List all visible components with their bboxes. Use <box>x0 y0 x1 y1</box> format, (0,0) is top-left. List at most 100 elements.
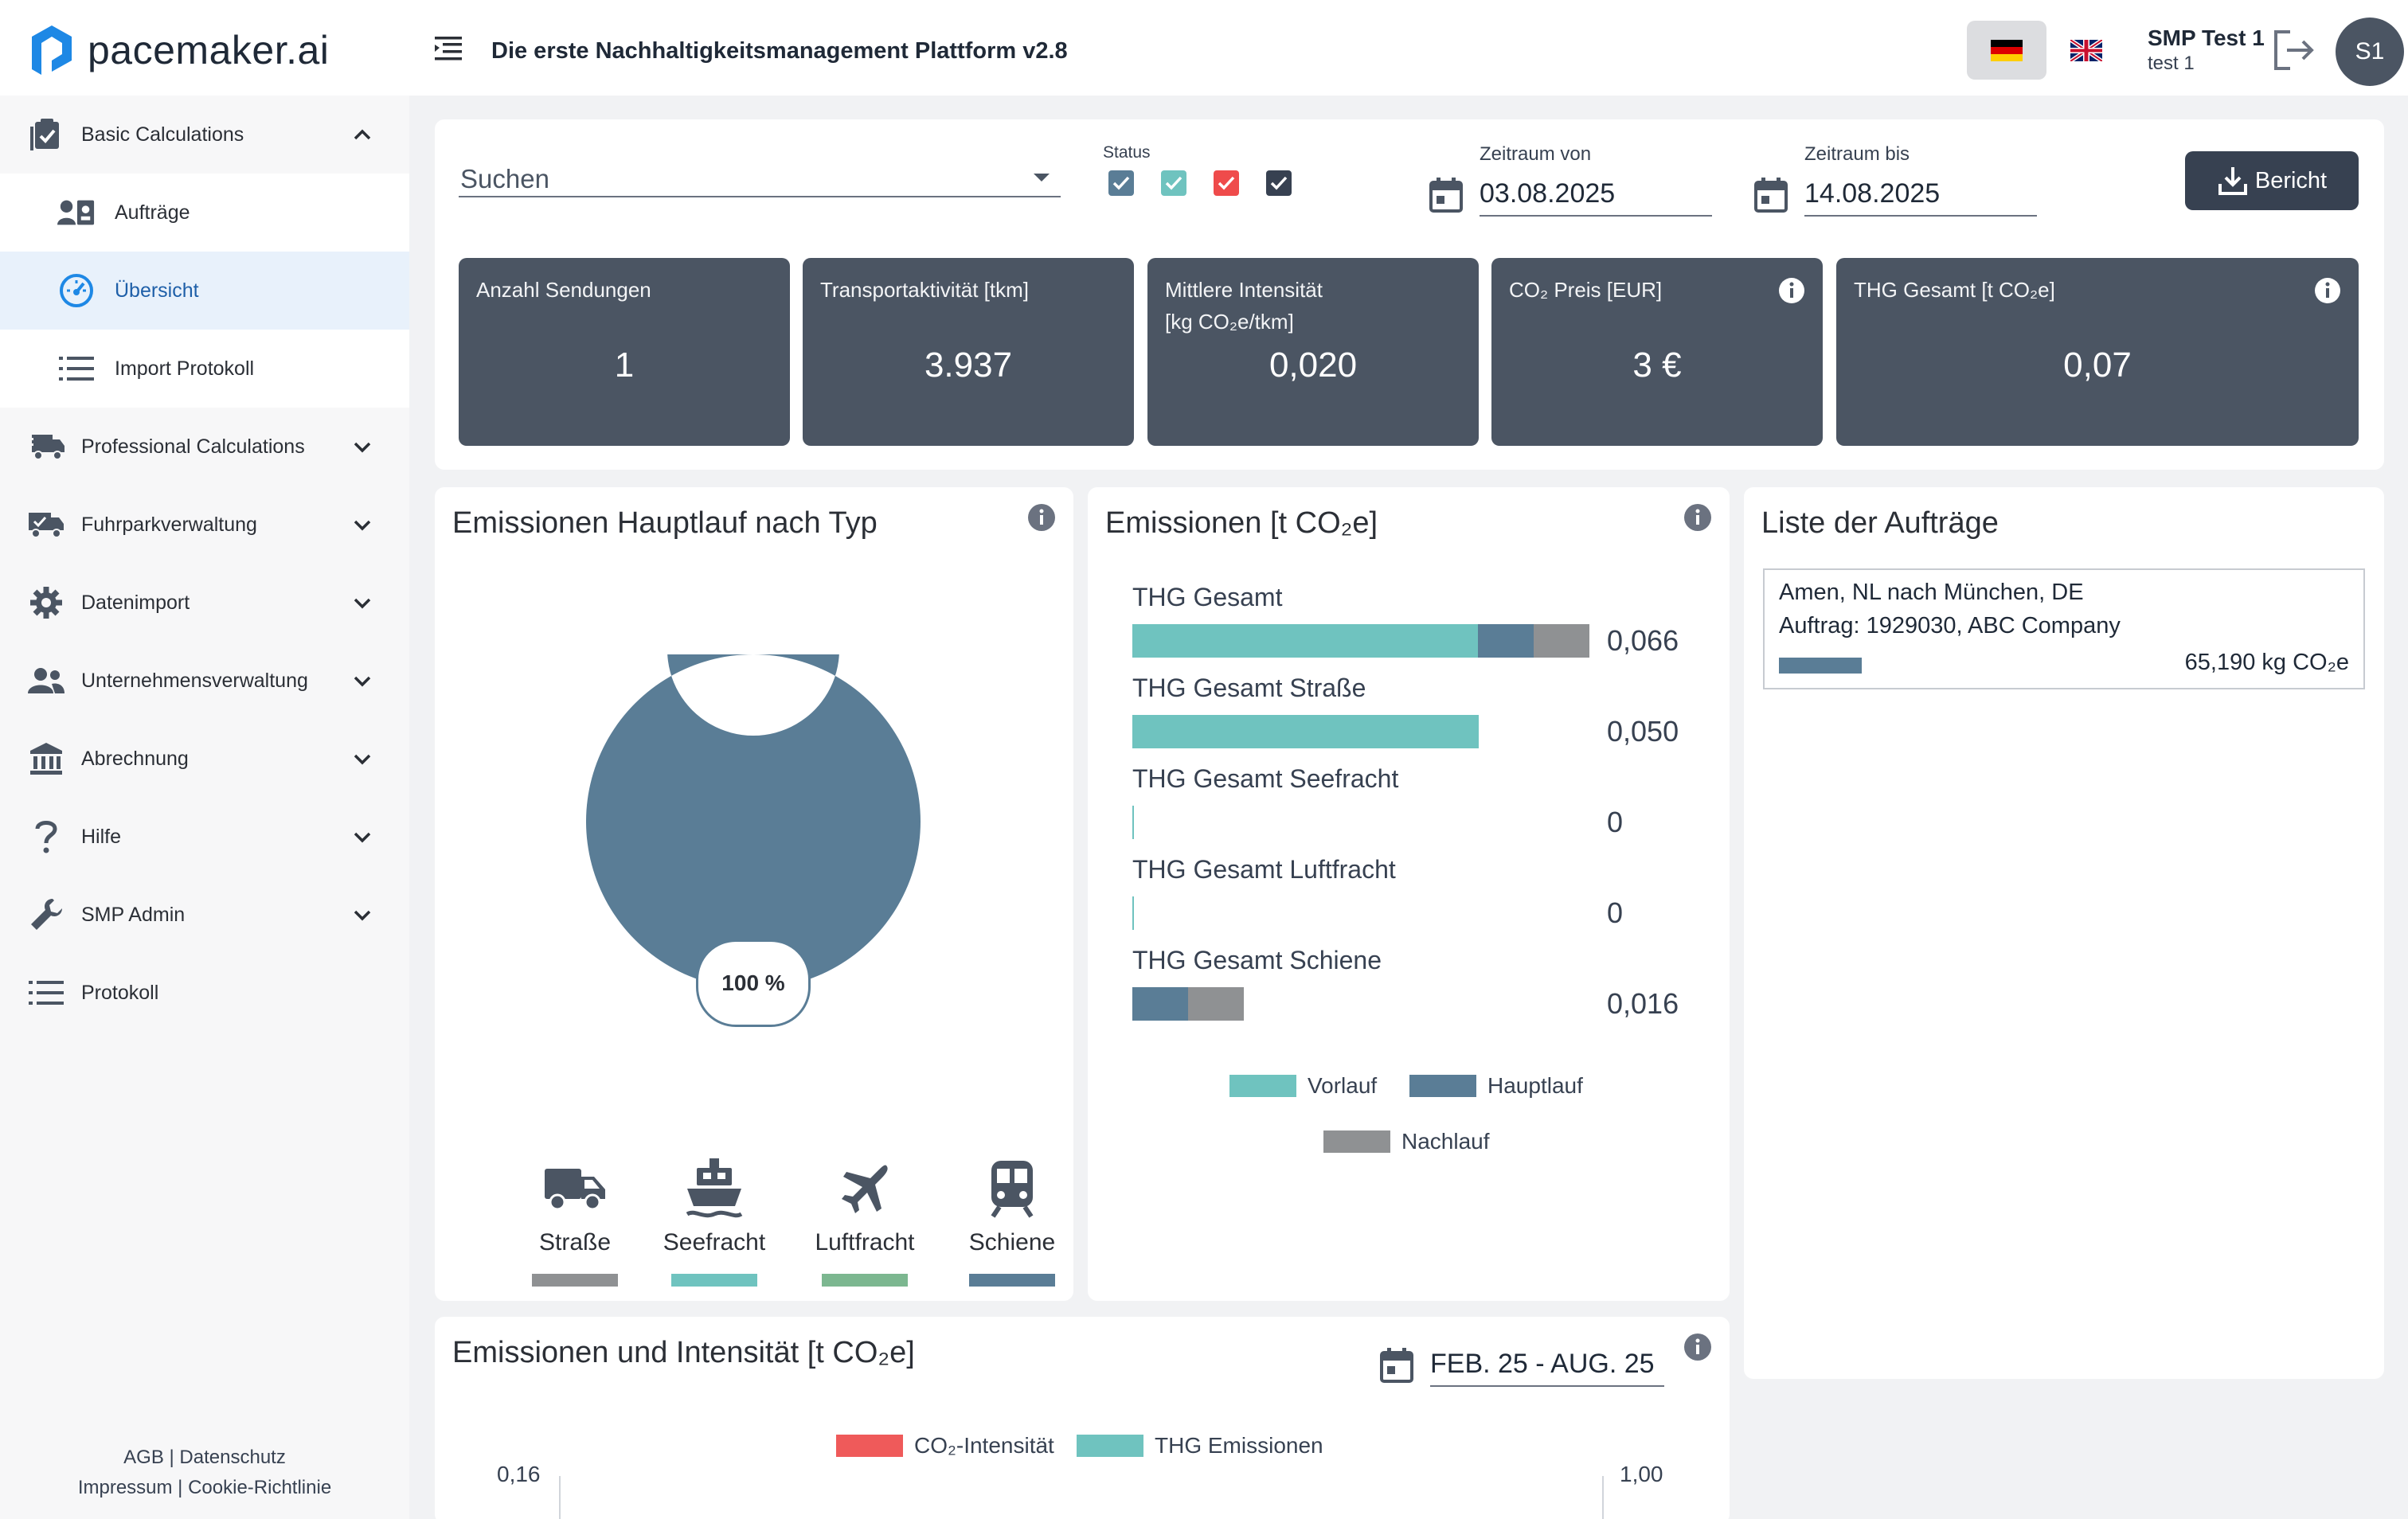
legend-vorlauf[interactable]: Vorlauf <box>1229 1073 1377 1099</box>
menu-toggle-icon[interactable] <box>435 35 465 62</box>
donut-slice-schiene[interactable] <box>586 654 921 989</box>
bar-track <box>1132 987 1589 1021</box>
chevron-down-icon[interactable] <box>350 435 374 459</box>
bar-segment-nachlauf[interactable] <box>1188 987 1244 1021</box>
sidebar-item-label: Unternehmensverwaltung <box>81 669 308 692</box>
date-range-picker[interactable]: FEB. 25 - AUG. 25 <box>1379 1341 1664 1388</box>
date-range-value[interactable]: FEB. 25 - AUG. 25 <box>1430 1341 1664 1387</box>
sidebar-item-label: Import Protokoll <box>115 357 255 380</box>
status-checkbox-dark[interactable] <box>1266 170 1292 196</box>
donut-percent-badge: 100 % <box>696 939 811 1027</box>
bar-segment-hauptlauf[interactable] <box>1132 987 1188 1021</box>
info-icon[interactable] <box>1683 503 1712 532</box>
uk-flag-icon <box>2070 39 2102 61</box>
language-de-button[interactable] <box>1967 21 2046 80</box>
legend-co2-intensitaet[interactable]: CO₂-Intensität <box>836 1433 1054 1458</box>
list-icon <box>57 349 96 388</box>
chevron-down-icon[interactable] <box>350 669 374 693</box>
sidebar-item-smp-admin[interactable]: SMP Admin <box>0 876 409 954</box>
bar-segment-vorlauf[interactable] <box>1132 624 1479 658</box>
sidebar-item-uebersicht[interactable]: Übersicht <box>0 252 409 330</box>
datenschutz-link[interactable]: Datenschutz <box>179 1447 286 1468</box>
y-axis-left <box>559 1476 561 1519</box>
search-input[interactable]: Suchen <box>459 158 1061 197</box>
sidebar-item-protokoll[interactable]: Protokoll <box>0 954 409 1032</box>
card-title: Emissionen und Intensität [t CO₂e] <box>452 1336 915 1369</box>
order-emission-bar <box>1779 658 1862 674</box>
legend-swatch <box>1229 1075 1296 1097</box>
chevron-down-icon[interactable] <box>350 513 374 537</box>
sidebar-item-unternehmensverwaltung[interactable]: Unternehmensverwaltung <box>0 642 409 720</box>
mode-label: Schiene <box>968 1229 1056 1255</box>
sidebar-item-import-protokoll[interactable]: Import Protokoll <box>0 330 409 408</box>
sidebar-item-professional-calculations[interactable]: Professional Calculations <box>0 408 409 486</box>
bar-segment-hauptlauf[interactable] <box>1478 624 1534 658</box>
info-icon[interactable] <box>1683 1333 1712 1361</box>
legend-hauptlauf[interactable]: Hauptlauf <box>1409 1073 1583 1099</box>
calendar-icon[interactable] <box>1753 177 1788 213</box>
y-axis-left-tick: 0,16 <box>497 1462 541 1486</box>
calendar-icon[interactable] <box>1429 177 1464 213</box>
mode-schiene[interactable]: Schiene <box>944 1153 1080 1287</box>
sidebar-item-basic-calculations[interactable]: Basic Calculations <box>0 96 409 174</box>
caret-down-icon[interactable] <box>1034 174 1050 182</box>
agb-link[interactable]: AGB <box>123 1447 164 1468</box>
chevron-down-icon[interactable] <box>350 825 374 849</box>
bank-icon <box>27 740 65 778</box>
chevron-down-icon[interactable] <box>350 591 374 615</box>
legend-swatch <box>1077 1435 1143 1457</box>
sidebar-item-auftraege[interactable]: Aufträge <box>0 174 409 252</box>
sidebar-item-label: Hilfe <box>81 825 122 848</box>
date-to-label: Zeitraum bis <box>1804 143 1910 165</box>
sidebar-item-fuhrparkverwaltung[interactable]: Fuhrparkverwaltung <box>0 486 409 564</box>
kpi-value: 0,020 <box>1268 346 1358 385</box>
calendar-icon[interactable] <box>1379 1347 1414 1384</box>
check-icon <box>1270 176 1288 190</box>
date-to-value[interactable]: 14.08.2025 <box>1804 175 2037 217</box>
chevron-up-icon[interactable] <box>350 123 374 146</box>
bar-segment-vorlauf[interactable] <box>1132 715 1479 748</box>
mode-strasse[interactable]: Straße <box>507 1153 643 1287</box>
mode-seefracht[interactable]: Seefracht <box>647 1153 782 1287</box>
clipboard-check-icon <box>27 115 65 154</box>
info-icon[interactable] <box>1027 503 1056 532</box>
chevron-down-icon[interactable] <box>350 903 374 927</box>
mode-color-bar <box>969 1274 1055 1287</box>
date-from-value[interactable]: 03.08.2025 <box>1480 175 1712 217</box>
logo[interactable]: pacemaker.ai <box>30 24 329 76</box>
mode-luftfracht[interactable]: Luftfracht <box>797 1153 932 1287</box>
report-button[interactable]: Bericht <box>2185 151 2359 210</box>
impressum-link[interactable]: Impressum <box>77 1477 173 1498</box>
info-icon[interactable] <box>1778 277 1805 304</box>
emissions-by-mode-card: Emissionen Hauptlauf nach Typ 100 % Stra… <box>435 487 1073 1301</box>
legend-thg-emissionen[interactable]: THG Emissionen <box>1077 1433 1323 1458</box>
kpi-label: Mittlere Intensität [kg CO₂e/tkm] <box>1165 274 1323 338</box>
date-from-label: Zeitraum von <box>1480 143 1592 165</box>
status-checkbox-red[interactable] <box>1214 170 1239 196</box>
bar-segment-nachlauf[interactable] <box>1534 624 1589 658</box>
check-icon <box>1218 176 1235 190</box>
language-en-button[interactable] <box>2046 21 2126 80</box>
mode-label: Seefracht <box>663 1229 766 1255</box>
search-placeholder: Suchen <box>460 164 549 193</box>
bar-value: 0 <box>1607 896 1624 929</box>
sidebar-item-datenimport[interactable]: Datenimport <box>0 564 409 642</box>
status-checkbox-blue[interactable] <box>1108 170 1134 196</box>
kpi-label: Anzahl Sendungen <box>476 278 651 302</box>
cookie-link[interactable]: Cookie-Richtlinie <box>188 1477 332 1498</box>
legend-nachlauf[interactable]: Nachlauf <box>1323 1129 1490 1154</box>
card-title: Emissionen [t CO₂e] <box>1105 506 1378 540</box>
wrench-icon <box>27 896 65 934</box>
info-icon[interactable] <box>2314 277 2341 304</box>
sidebar-item-hilfe[interactable]: Hilfe <box>0 798 409 876</box>
filter-kpi-card: Suchen Status Zeitraum von 03.08.2025 Ze… <box>435 119 2384 470</box>
list-item[interactable]: Amen, NL nach München, DE Auftrag: 19290… <box>1763 568 2365 689</box>
avatar[interactable]: S1 <box>2336 18 2404 86</box>
status-checkbox-teal[interactable] <box>1161 170 1186 196</box>
kpi-thg-gesamt: THG Gesamt [t CO₂e] 0,07 <box>1836 258 2359 446</box>
chevron-down-icon[interactable] <box>350 747 374 771</box>
bar-label: THG Gesamt Schiene <box>1132 946 1382 974</box>
sidebar-item-abrechnung[interactable]: Abrechnung <box>0 720 409 798</box>
logout-icon[interactable] <box>2271 29 2316 72</box>
train-icon <box>991 1161 1034 1218</box>
